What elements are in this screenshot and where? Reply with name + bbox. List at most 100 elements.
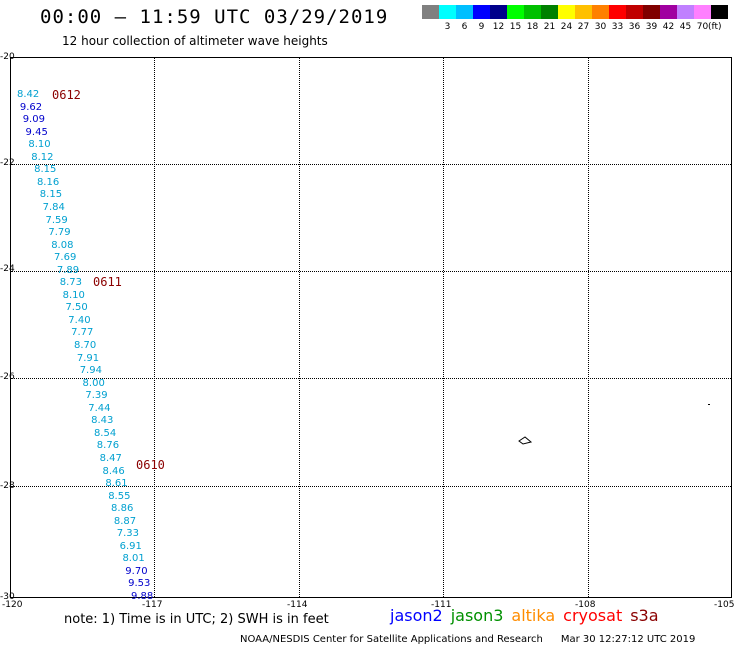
- legend-label: 36: [628, 22, 641, 32]
- wave-height-value: 8.76: [96, 440, 120, 452]
- wave-height-value: 8.08: [51, 239, 74, 251]
- chart-subtitle: 12 hour collection of altimeter wave hei…: [62, 34, 328, 48]
- wave-height-value: 8.55: [108, 490, 131, 502]
- wave-height-value: 7.33: [116, 528, 140, 540]
- meridian-gridline: [299, 58, 300, 597]
- legend-swatch: [473, 5, 490, 19]
- wave-height-value: 8.15: [39, 189, 63, 201]
- pass-label: 0610: [136, 458, 165, 472]
- wave-height-value: 9.70: [125, 565, 148, 577]
- map-plot-area: [10, 57, 732, 598]
- legend-label: 15: [509, 22, 522, 32]
- wave-height-value: 9.09: [22, 114, 45, 126]
- legend-label: 39: [645, 22, 658, 32]
- wave-height-value: 8.46: [102, 465, 125, 477]
- legend-label: 45: [679, 22, 692, 32]
- parallel-gridline: [11, 486, 731, 487]
- wave-height-value: 7.39: [85, 390, 108, 402]
- legend-label: 70: [696, 22, 709, 32]
- legend-units: (ft): [708, 22, 722, 32]
- lat-label: -28: [0, 481, 15, 491]
- satellite-name: cryosat: [563, 606, 623, 625]
- legend-label: 3: [444, 22, 451, 32]
- parallel-gridline: [11, 271, 731, 272]
- legend-swatch: [422, 5, 439, 19]
- wave-height-value: 6.91: [119, 540, 142, 552]
- legend-swatch: [711, 5, 728, 19]
- wave-height-value: 8.12: [31, 151, 54, 163]
- wave-height-value: 7.94: [79, 365, 102, 377]
- wave-height-value: 7.44: [88, 402, 111, 414]
- legend-swatch: [694, 5, 711, 19]
- lat-label: -30: [0, 592, 15, 602]
- legend-label: 21: [543, 22, 556, 32]
- lon-label: -108: [575, 600, 596, 610]
- lat-label: -24: [0, 264, 15, 274]
- wave-height-value: 8.43: [91, 415, 114, 427]
- wave-height-value: 7.40: [68, 314, 91, 326]
- pass-label: 0612: [52, 88, 81, 102]
- satellite-name: jason2: [390, 606, 443, 625]
- chart-title: 00:00 – 11:59 UTC 03/29/2019: [40, 6, 389, 28]
- legend-swatch: [660, 5, 677, 19]
- legend-swatch: [490, 5, 507, 19]
- legend-label: 6: [461, 22, 468, 32]
- legend-swatch: [592, 5, 609, 19]
- legend-label: 30: [594, 22, 607, 32]
- legend-label: 33: [611, 22, 624, 32]
- lon-label: -114: [287, 600, 308, 610]
- wave-height-value: 8.61: [105, 478, 128, 490]
- lon-label: -111: [431, 600, 452, 610]
- meridian-gridline: [588, 58, 589, 597]
- credit-line: NOAA/NESDIS Center for Satellite Applica…: [240, 634, 713, 645]
- wave-height-value: 8.87: [113, 515, 137, 527]
- wave-height-value: 8.10: [28, 139, 51, 151]
- legend-label: 24: [560, 22, 573, 32]
- legend-label: 12: [492, 22, 505, 32]
- satellite-key: jason2 jason3 altika cryosat s3a: [390, 606, 667, 625]
- wave-height-value: 8.00: [82, 377, 105, 389]
- wave-height-value: 8.54: [93, 427, 117, 439]
- legend-swatch: [507, 5, 524, 19]
- wave-height-value: 8.01: [122, 553, 145, 565]
- meridian-gridline: [443, 58, 444, 597]
- wave-height-value: 7.69: [54, 252, 77, 264]
- timestamp: Mar 30 12:27:12 UTC 2019: [560, 634, 696, 645]
- lon-label: -120: [2, 600, 23, 610]
- wave-height-value: 7.89: [56, 264, 80, 276]
- wave-height-value: 7.84: [42, 201, 65, 213]
- wave-height-value: 8.10: [62, 289, 85, 301]
- wave-height-value: 8.42: [17, 89, 40, 100]
- lat-label: -20: [0, 52, 15, 62]
- meridian-gridline: [154, 58, 155, 597]
- legend-swatch: [456, 5, 473, 19]
- parallel-gridline: [11, 164, 731, 165]
- wave-height-value: 8.16: [36, 176, 60, 188]
- satellite-name: jason3: [450, 606, 504, 625]
- legend-swatch: [575, 5, 592, 19]
- legend-label: 18: [526, 22, 539, 32]
- wave-height-value: 7.77: [71, 327, 94, 339]
- island-dot: [708, 404, 710, 405]
- legend-label: 27: [577, 22, 590, 32]
- legend-swatch: [677, 5, 694, 19]
- lon-label: -117: [142, 600, 163, 610]
- legend-swatch: [524, 5, 541, 19]
- satellite-name: s3a: [630, 606, 659, 625]
- island-outline: [518, 436, 533, 445]
- legend-swatch: [626, 5, 643, 19]
- footnote: note: 1) Time is in UTC; 2) SWH is in fe…: [64, 612, 329, 627]
- satellite-name: altika: [511, 606, 556, 625]
- wave-height-value: 8.15: [34, 164, 57, 176]
- legend-label: 42: [662, 22, 675, 32]
- wave-height-value: 7.50: [65, 302, 88, 314]
- wave-height-value: 9.88: [131, 591, 154, 602]
- legend-label: 9: [478, 22, 485, 32]
- wave-height-value: 8.86: [111, 503, 134, 515]
- wave-height-value: 9.62: [19, 101, 43, 113]
- parallel-gridline: [11, 378, 731, 379]
- wave-height-value: 7.59: [45, 214, 68, 226]
- legend-swatch: [439, 5, 456, 19]
- wave-height-value: 8.73: [59, 277, 83, 289]
- lon-label: -105: [714, 600, 735, 610]
